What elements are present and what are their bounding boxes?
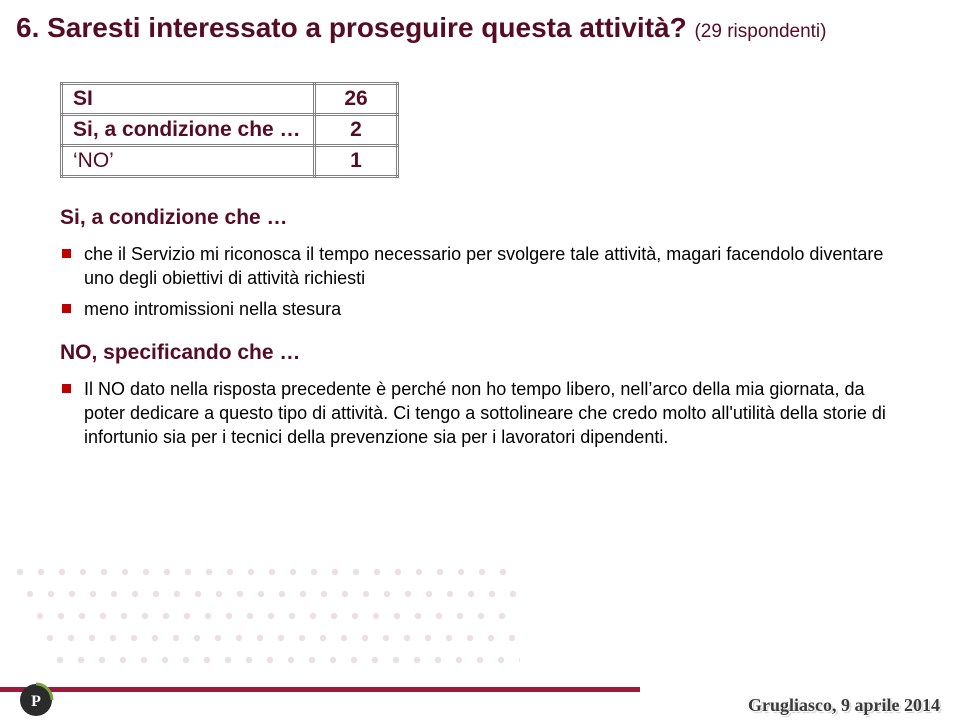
slide-body: SI 26 Si, a condizione che … 2 ‘NO’ 1 Si… <box>60 82 900 470</box>
table-row: SI 26 <box>62 84 398 115</box>
response-table: SI 26 Si, a condizione che … 2 ‘NO’ 1 <box>60 82 399 178</box>
row-value: 1 <box>315 146 398 177</box>
table-row: ‘NO’ 1 <box>62 146 398 177</box>
slide-title: 6. Saresti interessato a proseguire ques… <box>16 12 944 44</box>
bullet-list: che il Servizio mi riconosca il tempo ne… <box>60 242 900 321</box>
svg-text:P: P <box>31 693 41 710</box>
section-heading: Si, a condizione che … <box>60 206 900 230</box>
bullet-item: che il Servizio mi riconosca il tempo ne… <box>60 242 900 291</box>
slide: 6. Saresti interessato a proseguire ques… <box>0 0 960 720</box>
row-label: Si, a condizione che … <box>62 115 315 146</box>
bullet-item: meno intromissioni nella stesura <box>60 297 900 321</box>
table-row: Si, a condizione che … 2 <box>62 115 398 146</box>
row-value: 26 <box>315 84 398 115</box>
row-value: 2 <box>315 115 398 146</box>
decorative-bar <box>0 687 640 692</box>
row-label: SI <box>62 84 315 115</box>
section-heading: NO, specificando che … <box>60 341 900 365</box>
title-sub: (29 rispondenti) <box>694 21 826 42</box>
title-main: 6. Saresti interessato a proseguire ques… <box>16 12 687 43</box>
row-label: ‘NO’ <box>62 146 315 177</box>
bullet-list: Il NO dato nella risposta precedente è p… <box>60 377 900 450</box>
decorative-dots <box>0 530 520 680</box>
footer-text: Grugliasco, 9 aprile 2014 <box>748 695 940 716</box>
bullet-item: Il NO dato nella risposta precedente è p… <box>60 377 900 450</box>
logo-icon: P <box>18 682 54 718</box>
